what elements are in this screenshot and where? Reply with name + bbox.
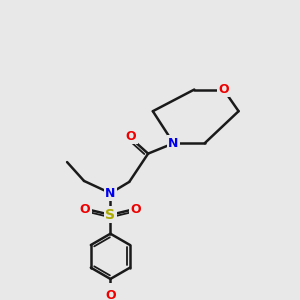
Text: O: O: [130, 203, 141, 216]
Text: O: O: [126, 130, 136, 143]
Text: O: O: [218, 83, 229, 96]
Text: S: S: [105, 208, 116, 222]
Text: O: O: [105, 290, 116, 300]
Text: N: N: [168, 137, 179, 150]
Text: N: N: [105, 187, 116, 200]
Text: O: O: [80, 203, 90, 216]
